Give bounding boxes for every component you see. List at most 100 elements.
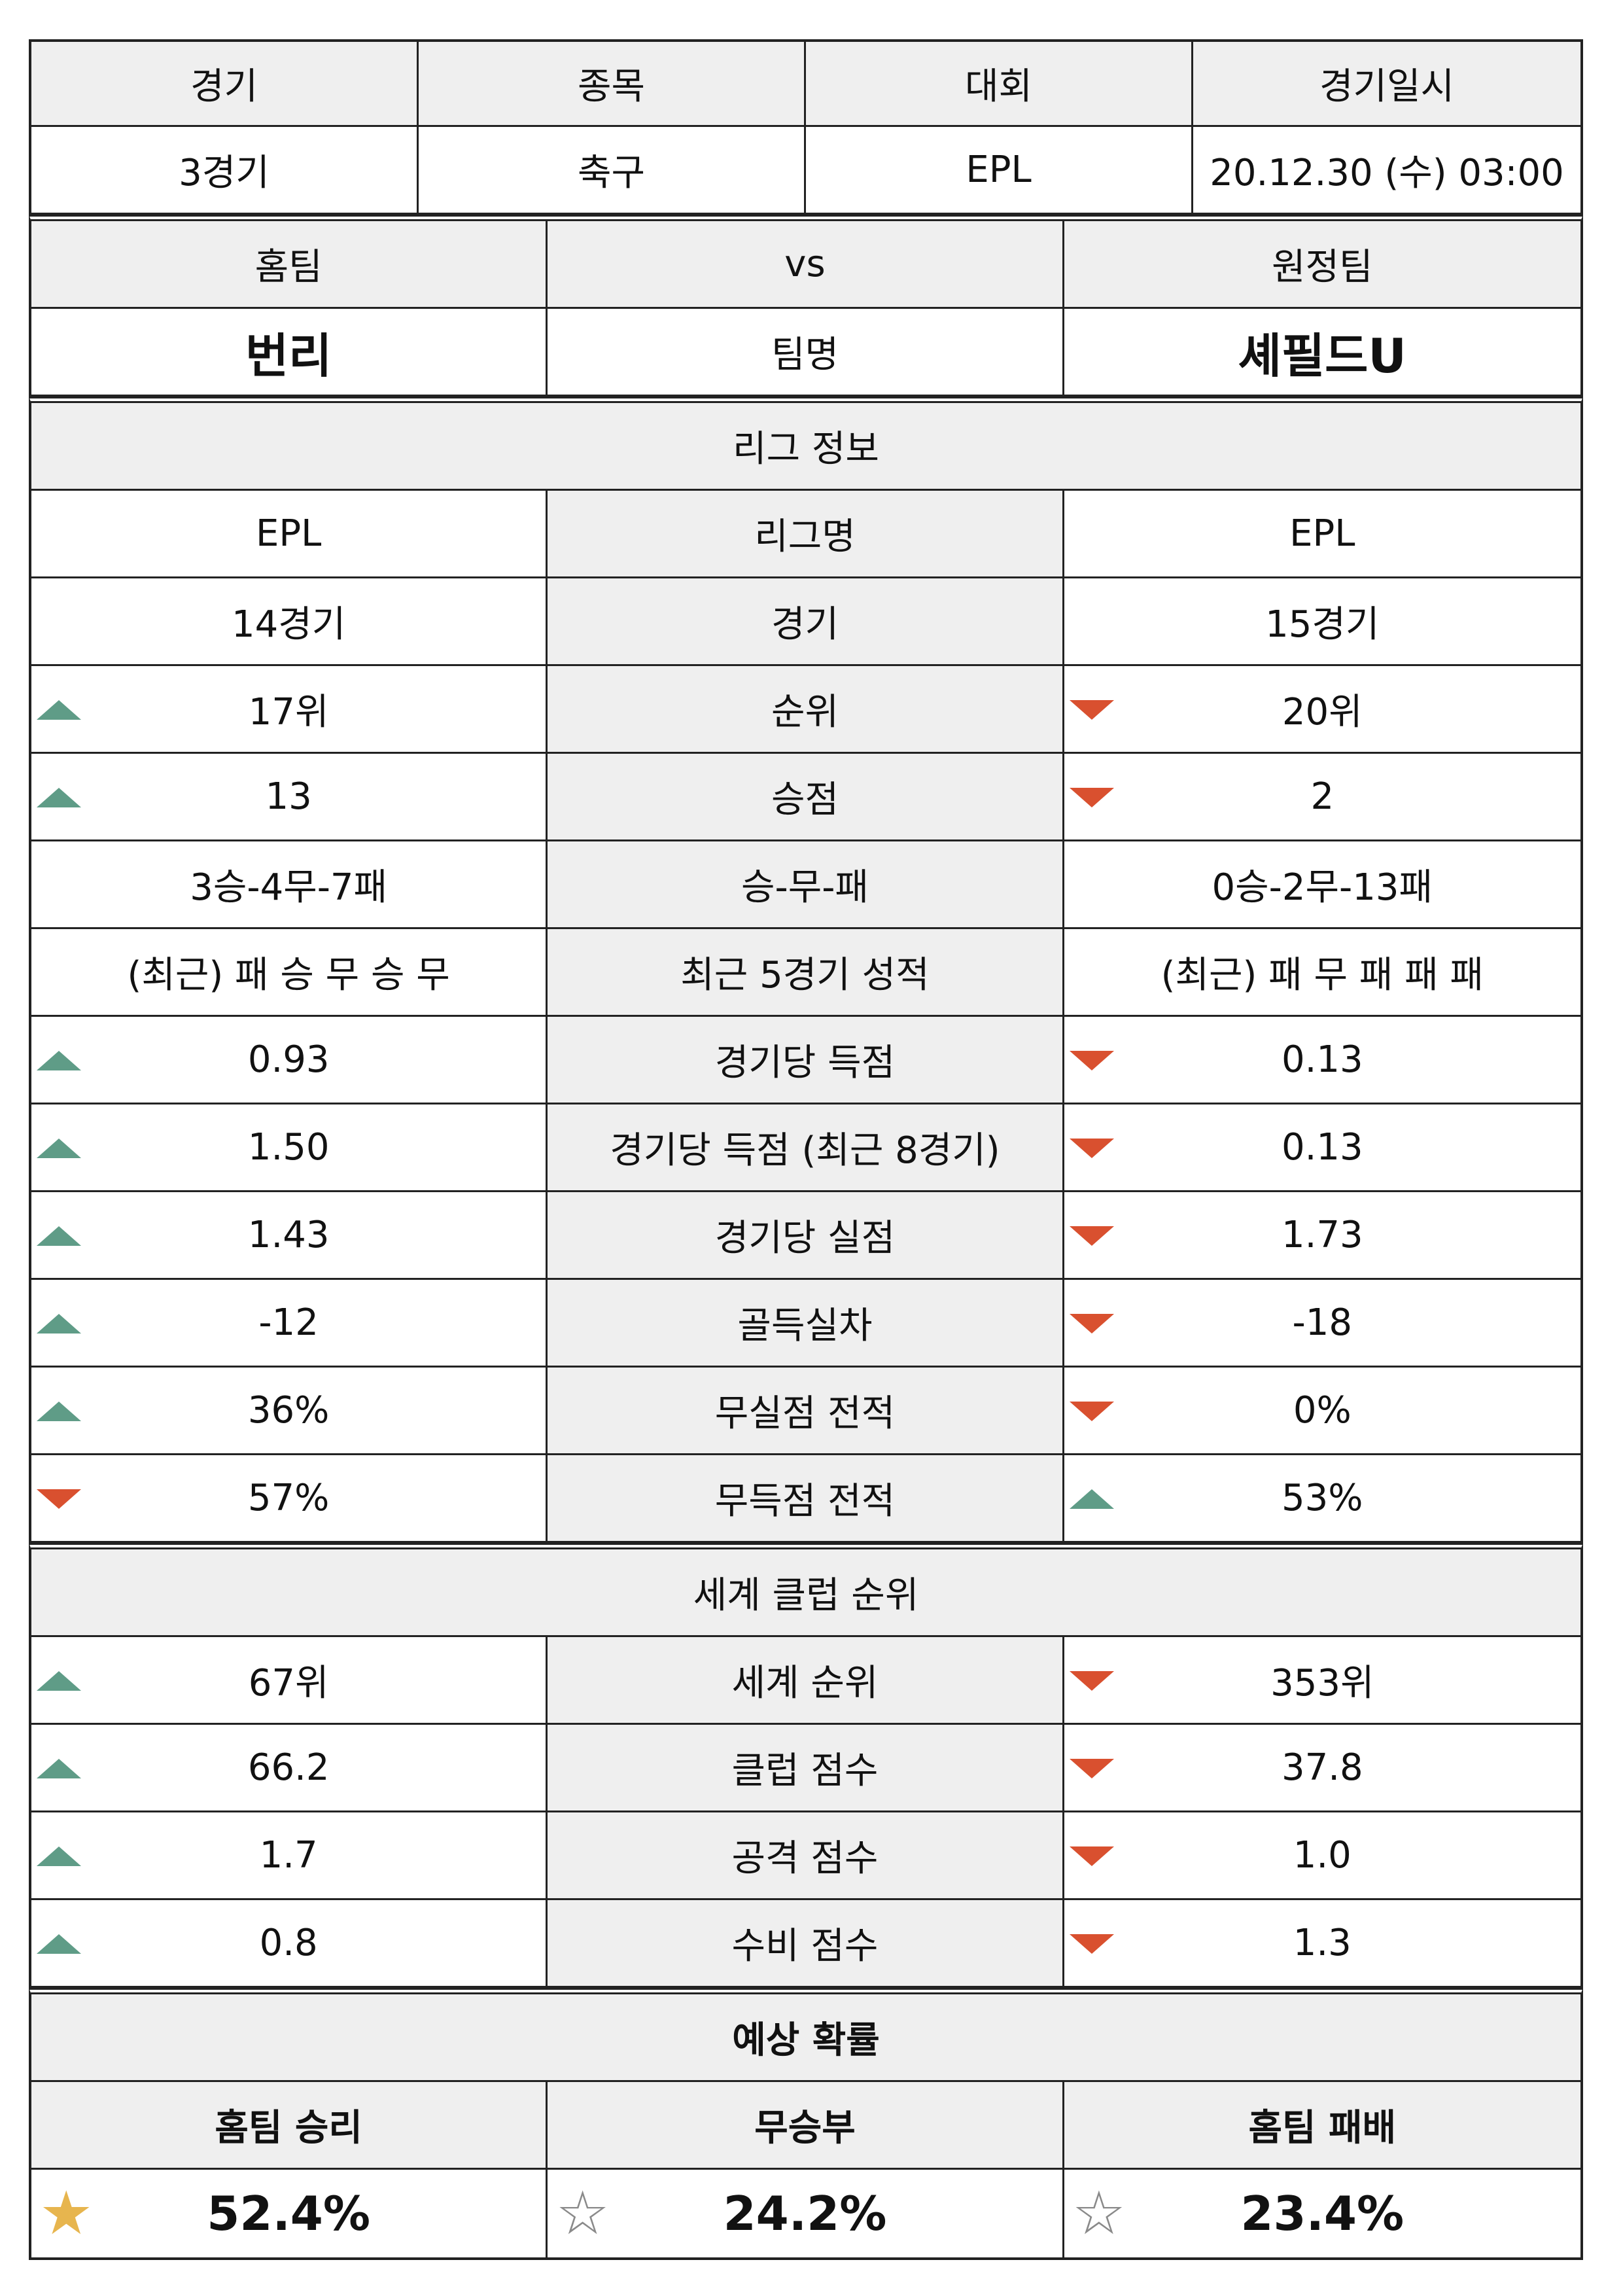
header-competition: 대회: [806, 42, 1193, 125]
stat-row: 1.43 경기당 실점 1.73: [31, 1192, 1580, 1280]
home-value: 14경기: [31, 578, 548, 664]
stat-row: (최근) 패 승 무 승 무 최근 5경기 성적 (최근) 패 무 패 패 패: [31, 929, 1580, 1017]
away-value-text: 0%: [1293, 1389, 1352, 1432]
header-datetime: 경기일시: [1319, 65, 1455, 108]
stat-row: 0.93 경기당 득점 0.13: [31, 1017, 1580, 1104]
stat-label: 승-무-패: [548, 841, 1064, 927]
away-value: 0승-2무-13패: [1064, 841, 1580, 927]
home-win-label: 홈팀 승리: [31, 2082, 548, 2168]
away-value: 0.13: [1064, 1017, 1580, 1103]
league-section-title-row: 리그 정보: [31, 403, 1580, 491]
away-value-text: 1.0: [1293, 1834, 1352, 1877]
away-value-text: 37.8: [1281, 1746, 1363, 1789]
away-value: 0%: [1064, 1368, 1580, 1453]
trend-down-icon: [37, 1489, 81, 1509]
home-value-text: 1.43: [247, 1214, 330, 1256]
trend-down-icon: [1069, 1758, 1114, 1778]
stat-label: 경기당 득점: [548, 1017, 1064, 1103]
trend-down-icon: [1069, 1313, 1114, 1333]
world-section-title: 세계 클럽 순위: [693, 1574, 919, 1617]
away-value-text: 1.73: [1281, 1214, 1363, 1256]
home-value-text: -12: [258, 1301, 319, 1344]
home-value-text: (최근) 패 승 무 승 무: [127, 954, 450, 997]
away-value: 15경기: [1064, 578, 1580, 664]
away-value-text: 0.13: [1281, 1038, 1363, 1081]
away-value: 20위: [1064, 666, 1580, 752]
stat-label-text: 클럽 점수: [731, 1750, 879, 1792]
stat-label: 순위: [548, 666, 1064, 752]
home-value: 1.50: [31, 1104, 548, 1190]
stat-label: 무실점 전적: [548, 1368, 1064, 1453]
stat-row: 0.8 수비 점수 1.3: [31, 1900, 1580, 1988]
stat-row: 3승-4무-7패 승-무-패 0승-2무-13패: [31, 841, 1580, 929]
trend-up-icon: [37, 1846, 81, 1866]
stat-label: 경기: [548, 578, 1064, 664]
away-value-text: 1.3: [1293, 1922, 1352, 1964]
trend-up-icon: [37, 1670, 81, 1691]
home-win-probability: 52.4%: [207, 2186, 371, 2241]
away-team-label: 원정팀: [1272, 246, 1373, 289]
trend-down-icon: [1069, 1138, 1114, 1158]
home-value: 13: [31, 754, 548, 839]
stat-label: 승점: [548, 754, 1064, 839]
home-value-text: 67위: [248, 1662, 329, 1704]
away-value: 1.3: [1064, 1900, 1580, 1986]
stat-row: 1.50 경기당 득점 (최근 8경기) 0.13: [31, 1104, 1580, 1192]
team-name-label: 팀명: [548, 309, 1064, 395]
away-value: EPL: [1064, 491, 1580, 576]
competition-value: EPL: [806, 127, 1193, 213]
stat-label: 공격 점수: [548, 1812, 1064, 1898]
home-value-text: 1.50: [247, 1126, 330, 1169]
stat-row: 14경기 경기 15경기: [31, 578, 1580, 666]
prediction-values-row: ★ 52.4% ☆ 24.2% ☆ 23.4%: [31, 2170, 1580, 2257]
star-icon: ☆: [1072, 2178, 1126, 2248]
stat-label: 골득실차: [548, 1280, 1064, 1366]
home-value-text: 14경기: [232, 603, 346, 646]
away-value: -18: [1064, 1280, 1580, 1366]
away-value: (최근) 패 무 패 패 패: [1064, 929, 1580, 1015]
trend-up-icon: [37, 699, 81, 720]
stat-label-text: 승점: [771, 779, 839, 821]
home-team-label: 홈팀: [31, 221, 548, 307]
star-icon: ★: [39, 2178, 94, 2248]
match-info-row: 3경기 축구 EPL 20.12.30 (수) 03:00: [31, 127, 1580, 215]
stat-label-text: 경기: [771, 603, 839, 646]
match-header-row: 경기 종목 대회 경기일시: [31, 39, 1580, 127]
home-value: 17위: [31, 666, 548, 752]
home-value-text: 0.93: [247, 1038, 330, 1081]
home-value: (최근) 패 승 무 승 무: [31, 929, 548, 1015]
trend-down-icon: [1069, 699, 1114, 720]
home-value: EPL: [31, 491, 548, 576]
stat-label-text: 경기당 실점: [714, 1217, 896, 1260]
home-value: 36%: [31, 1368, 548, 1453]
away-value: 2: [1064, 754, 1580, 839]
stat-row: 67위 세계 순위 353위: [31, 1637, 1580, 1725]
stat-label-text: 골득실차: [737, 1305, 873, 1347]
away-value-text: 0.13: [1281, 1126, 1363, 1169]
home-value-text: EPL: [255, 512, 322, 555]
trend-down-icon: [1069, 1226, 1114, 1246]
draw-label: 무승부: [548, 2082, 1064, 2168]
trend-up-icon: [37, 1401, 81, 1421]
away-value: 53%: [1064, 1455, 1580, 1541]
draw-probability: 24.2%: [723, 2186, 887, 2241]
home-value: 0.8: [31, 1900, 548, 1986]
home-loss-probability: 23.4%: [1240, 2186, 1405, 2241]
prediction-title: 예상 확률: [732, 2019, 880, 2062]
trend-down-icon: [1069, 1401, 1114, 1421]
stat-label-text: 세계 순위: [731, 1662, 879, 1704]
away-value-text: (최근) 패 무 패 패 패: [1161, 954, 1484, 997]
home-value-text: 0.8: [259, 1922, 318, 1964]
stat-row: 36% 무실점 전적 0%: [31, 1368, 1580, 1455]
stat-label: 클럽 점수: [548, 1725, 1064, 1810]
trend-up-icon: [37, 1138, 81, 1158]
away-value-text: EPL: [1289, 512, 1355, 555]
home-value-text: 17위: [248, 691, 329, 733]
home-loss-cell: ☆ 23.4%: [1064, 2170, 1580, 2257]
league-info-table: 리그 정보 EPL 리그명 EPL 14경기 경기 15경기 17위 순위 20위 13 승점 2 3승…: [29, 397, 1583, 1543]
teams-table: 홈팀 vs 원정팀 번리 팀명 셰필드U: [29, 215, 1583, 397]
stat-label-text: 공격 점수: [731, 1837, 879, 1880]
stat-label-text: 수비 점수: [731, 1925, 879, 1968]
trend-down-icon: [1069, 1670, 1114, 1691]
draw-cell: ☆ 24.2%: [548, 2170, 1064, 2257]
